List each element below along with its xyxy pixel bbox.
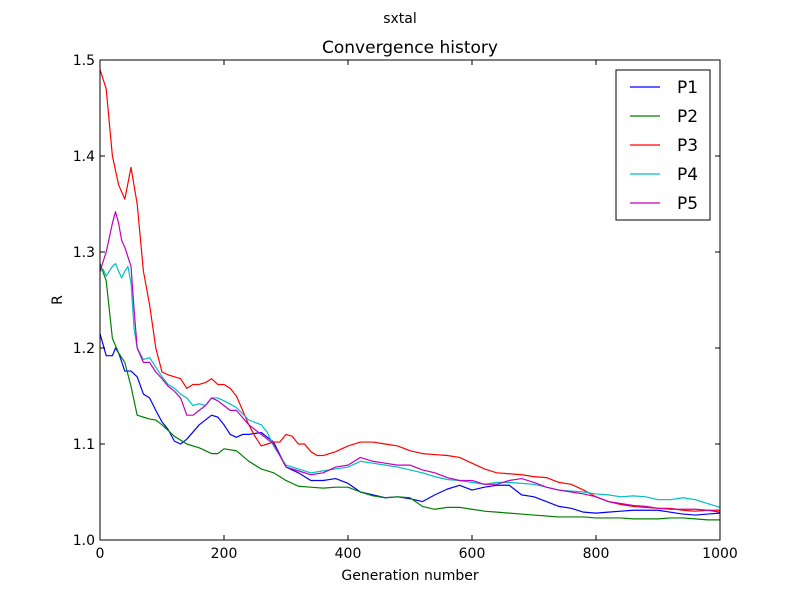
x-tick-label: 400 (335, 546, 362, 562)
series-line-p2 (100, 263, 720, 521)
x-tick-label: 1000 (702, 546, 738, 562)
plot-area: 0 200 400 600 800 1000 1.0 1.1 1.2 1.3 1.4 1.5 (73, 53, 738, 562)
y-tick-label: 1.2 (73, 341, 95, 357)
figure-suptitle: sxtal (383, 11, 417, 27)
legend: P1 P2 P3 P4 P5 (615, 69, 711, 221)
legend-label-p5: P5 (677, 194, 698, 214)
series-line-p1 (100, 333, 720, 516)
legend-label-p3: P3 (677, 136, 698, 156)
ticks-layer: 0 200 400 600 800 1000 1.0 1.1 1.2 1.3 1.4 1.5 (73, 53, 738, 562)
legend-label-p4: P4 (677, 165, 698, 185)
y-tick-label: 1.4 (73, 149, 95, 165)
x-tick-label: 600 (459, 546, 486, 562)
x-axis-label: Generation number (341, 568, 478, 584)
chart-title: Convergence history (322, 38, 498, 58)
plot-frame (99, 59, 721, 541)
x-tick-label: 800 (583, 546, 610, 562)
series-line-p5 (100, 211, 720, 513)
y-tick-label: 1.1 (73, 437, 95, 453)
series-line-p3 (100, 69, 720, 512)
x-tick-label: 200 (211, 546, 238, 562)
legend-label-p2: P2 (677, 107, 698, 127)
y-axis-label: R (50, 295, 66, 305)
y-tick-label: 1.5 (73, 53, 95, 69)
series-layer (100, 69, 720, 521)
x-tick-label: 0 (96, 546, 105, 562)
legend-label-p1: P1 (677, 78, 698, 98)
y-tick-label: 1.3 (73, 245, 95, 261)
y-tick-label: 1.0 (73, 533, 95, 549)
